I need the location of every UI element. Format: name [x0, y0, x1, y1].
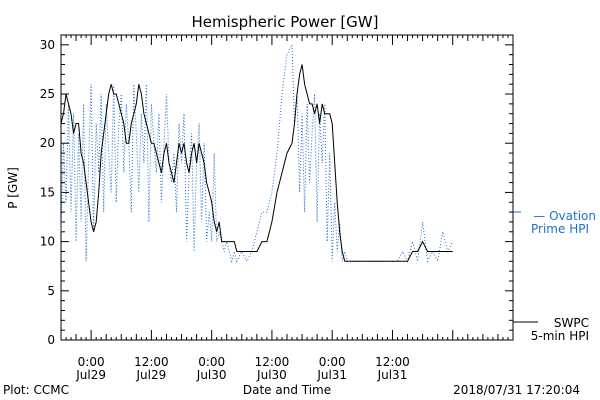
series-lines — [60, 44, 454, 264]
footer-plot-source: Plot: CCMC — [3, 383, 69, 397]
y-tick-label: 0 — [47, 333, 55, 347]
x-tick-date-label: Jul31 — [377, 368, 408, 382]
x-axis-ticks: 0:00Jul2912:00Jul290:00Jul3012:00Jul300:… — [60, 35, 514, 382]
x-axis-label: Date and Time — [243, 383, 331, 397]
legend-swpc-line2: 5-min HPI — [531, 329, 589, 343]
x-tick-time-label: 0:00 — [319, 355, 346, 369]
x-tick-date-label: Jul30 — [256, 368, 287, 382]
x-tick-time-label: 12:00 — [134, 355, 169, 369]
legend-swpc: SWPC 5-min HPI — [513, 316, 589, 343]
x-tick-date-label: Jul31 — [316, 368, 347, 382]
y-tick-label: 10 — [40, 235, 55, 249]
x-tick-time-label: 12:00 — [255, 355, 290, 369]
plot-area-frame — [60, 34, 514, 341]
legend-ovation: — Ovation Prime HPI — [513, 209, 596, 236]
y-tick-label: 20 — [40, 136, 55, 150]
x-tick-time-label: 0:00 — [198, 355, 225, 369]
footer-timestamp: 2018/07/31 17:20:04 — [453, 383, 580, 397]
x-tick-date-label: Jul29 — [136, 368, 167, 382]
y-tick-label: 5 — [47, 284, 55, 298]
x-tick-time-label: 12:00 — [375, 355, 410, 369]
y-axis-label: P [GW] — [6, 167, 20, 209]
y-tick-label: 25 — [40, 87, 55, 101]
series-ovation-line — [60, 44, 454, 264]
y-tick-label: 15 — [40, 185, 55, 199]
legend-ovation-line1: — Ovation — [533, 209, 596, 223]
x-tick-date-label: Jul29 — [75, 368, 106, 382]
y-tick-label: 30 — [40, 38, 55, 52]
series-swpc-line — [60, 64, 453, 262]
x-tick-time-label: 0:00 — [78, 355, 105, 369]
chart-title: Hemispheric Power [GW] — [192, 13, 379, 31]
x-tick-date-label: Jul30 — [196, 368, 227, 382]
y-axis-ticks: 0 5 10 15 20 25 30 — [40, 38, 513, 347]
legend-ovation-line2: Prime HPI — [531, 222, 589, 236]
legend-swpc-line1: SWPC — [554, 316, 589, 330]
